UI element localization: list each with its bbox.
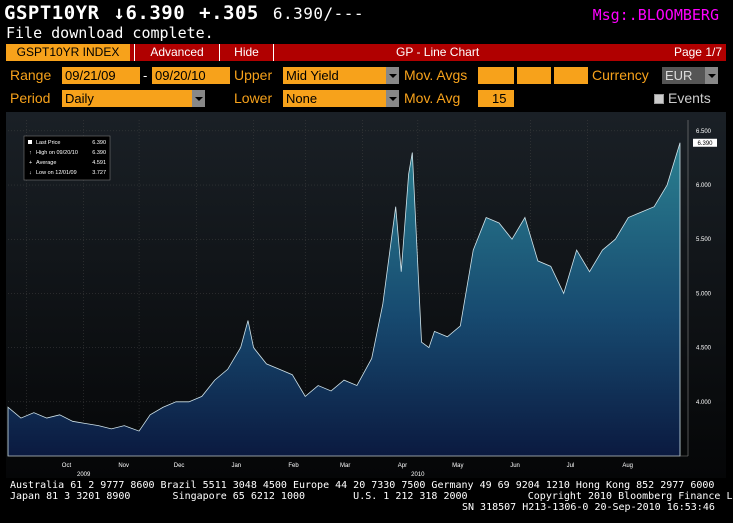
- x-tick-label: Feb: [288, 463, 299, 469]
- range-label: Range: [10, 67, 52, 83]
- x-tick-label: Jun: [510, 463, 520, 469]
- chevron-down-icon[interactable]: [386, 67, 399, 84]
- upper-label: Upper: [234, 67, 273, 83]
- x-tick-label: Oct: [62, 463, 72, 469]
- range-dash: -: [143, 68, 148, 83]
- ticker-header: GSPT10YR ↓6.390 +.305 6.390/---: [4, 2, 364, 24]
- chevron-down-icon[interactable]: [192, 90, 205, 107]
- y-axis: 6.500 6.000 5.500 5.000 4.500 4.000: [687, 120, 712, 456]
- ticker-price: ↓6.390: [113, 2, 186, 24]
- x-tick-label: Mar: [340, 463, 350, 469]
- controls-panel: Range 09/21/09 - 09/20/10 Upper Mid Yiel…: [6, 62, 726, 110]
- low-icon: ↓: [29, 170, 32, 176]
- mov-avg-2-input[interactable]: [517, 67, 551, 84]
- y-tick-label: 5.500: [696, 237, 712, 243]
- period-select-value: Daily: [65, 91, 94, 106]
- y-tick-label: 5.000: [696, 291, 712, 297]
- x-tick-label: Jul: [567, 463, 575, 469]
- x-tick-label: Aug: [622, 463, 633, 469]
- last-value-box: [693, 138, 717, 147]
- x-tick-label: Nov: [118, 463, 129, 469]
- legend-high-value: 6.390: [92, 150, 106, 156]
- mov-avg-3-input[interactable]: [554, 67, 588, 84]
- y-tick-label: 4.500: [696, 346, 712, 352]
- x-tick-label: Jan: [231, 463, 241, 469]
- x-tick-label: May: [452, 463, 463, 469]
- upper-select[interactable]: Mid Yield: [283, 67, 399, 84]
- chevron-down-icon[interactable]: [386, 90, 399, 107]
- legend-low-label: Low on 12/01/09: [36, 170, 77, 176]
- tab-hide[interactable]: Hide: [220, 44, 274, 61]
- currency-select-value: EUR: [665, 68, 693, 83]
- events-label: Events: [668, 90, 711, 106]
- average-icon: +: [29, 160, 32, 166]
- legend-box: [23, 135, 111, 181]
- y-tick-label: 6.500: [696, 129, 712, 135]
- footer-contacts-2: Japan 81 3 3201 8900 Singapore 65 6212 1…: [10, 491, 733, 502]
- chevron-down-icon[interactable]: [705, 67, 718, 84]
- mov-avg-label: Mov. Avg: [404, 90, 461, 106]
- ticker-change: +.305: [199, 2, 259, 24]
- ticker-last: 6.390/---: [272, 4, 365, 23]
- download-status: File download complete.: [6, 24, 214, 42]
- x-axis: Oct Nov Dec Jan Feb Mar Apr May Jun Jul Aug 2009 201…: [8, 455, 688, 478]
- page-indicator[interactable]: Page 1/7: [673, 45, 722, 59]
- title-bar: GSPT10YR INDEX Advanced Hide GP - Line C…: [6, 44, 726, 61]
- legend-high-label: High on 09/20/10: [36, 150, 78, 156]
- upper-select-value: Mid Yield: [286, 68, 339, 83]
- legend-average-value: 4.591: [92, 160, 106, 166]
- chart-function-title: GP - Line Chart: [396, 45, 480, 59]
- legend-low-value: 3.727: [92, 170, 106, 176]
- lower-select-value: None: [286, 91, 318, 106]
- range-start-input[interactable]: 09/21/09: [62, 67, 140, 84]
- high-icon: ↑: [29, 150, 32, 156]
- x-tick-label: Apr: [398, 463, 407, 469]
- ticker-symbol: GSPT10YR: [4, 2, 100, 24]
- lower-label: Lower: [234, 90, 273, 106]
- message-link[interactable]: Msg:.BLOOMBERG: [592, 6, 719, 24]
- tab-index[interactable]: GSPT10YR INDEX: [6, 44, 130, 61]
- x-year-label: 2009: [77, 472, 91, 478]
- mov-avg-1-input[interactable]: [478, 67, 514, 84]
- x-year-label: 2010: [411, 472, 425, 478]
- period-label: Period: [10, 90, 51, 106]
- lower-select[interactable]: None: [283, 90, 399, 107]
- legend-last-price-value: 6.390: [92, 140, 106, 146]
- footer-serial: SN 318507 H213-1306-0 20-Sep-2010 16:53:…: [462, 502, 715, 513]
- yield-area: [7, 142, 681, 457]
- tab-advanced[interactable]: Advanced: [134, 44, 220, 61]
- mov-avg-input[interactable]: 15: [478, 90, 514, 107]
- footer-contacts-1: Australia 61 2 9777 8600 Brazil 5511 304…: [10, 480, 715, 491]
- last-price-swatch: [28, 140, 32, 144]
- y-tick-label: 6.000: [696, 183, 712, 189]
- legend-average-label: Average: [36, 160, 56, 166]
- currency-select[interactable]: EUR: [662, 67, 718, 84]
- last-value-label: 6.390: [697, 141, 713, 147]
- period-select[interactable]: Daily: [62, 90, 205, 107]
- x-tick-label: Dec: [174, 463, 185, 469]
- events-checkbox[interactable]: [654, 94, 664, 104]
- range-end-input[interactable]: 09/20/10: [152, 67, 230, 84]
- chart-legend: Last Price 6.390 ↑ High on 09/20/10 6.39…: [23, 135, 111, 181]
- line-chart[interactable]: 6.500 6.000 5.500 5.000 4.500 4.000 Oct Nov Dec…: [6, 112, 726, 478]
- y-tick-label: 4.000: [696, 400, 712, 406]
- currency-label: Currency: [592, 67, 649, 83]
- legend-last-price-label: Last Price: [36, 140, 60, 146]
- mov-avgs-label: Mov. Avgs: [404, 67, 468, 83]
